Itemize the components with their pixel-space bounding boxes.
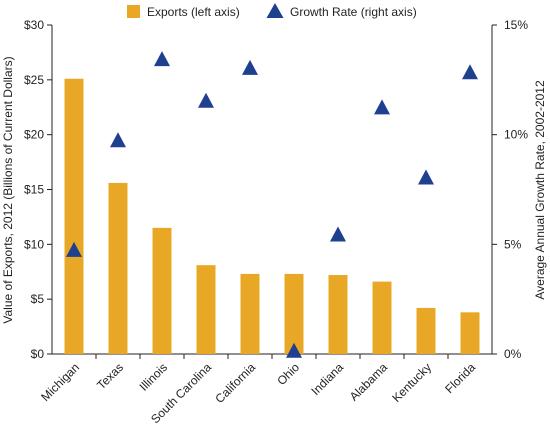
growth-rate-marker <box>110 132 126 148</box>
category-label: Ohio <box>274 360 302 388</box>
right-axis-ticks: 0% 5% 10% 15% <box>492 18 528 361</box>
bars <box>64 78 480 354</box>
growth-rate-marker <box>330 226 346 242</box>
category-label: Florida <box>442 360 478 396</box>
export-bar <box>108 182 128 354</box>
left-tick-label: $30 <box>24 18 44 32</box>
export-bar <box>240 273 260 354</box>
legend-triangle-label: Growth Rate (right axis) <box>290 5 417 19</box>
legend-bar-label: Exports (left axis) <box>147 5 240 19</box>
left-tick-label: $0 <box>31 347 45 361</box>
export-bar <box>284 273 304 354</box>
right-tick-label: 15% <box>504 18 528 32</box>
category-label: Texas <box>94 360 126 392</box>
left-tick-label: $25 <box>24 73 44 87</box>
growth-rate-marker <box>66 241 82 257</box>
export-bar <box>372 281 392 354</box>
growth-markers <box>66 51 478 358</box>
legend-triangle-marker <box>266 3 284 18</box>
export-bar <box>64 78 84 354</box>
right-axis-title: Average Annual Growth Rate, 2002-2012 <box>533 80 547 300</box>
growth-rate-marker <box>198 92 214 108</box>
legend-bar-swatch <box>127 5 140 18</box>
category-label: Illinois <box>137 360 170 393</box>
right-tick-label: 10% <box>504 128 528 142</box>
growth-rate-marker <box>374 99 390 115</box>
growth-rate-marker <box>286 342 302 358</box>
left-axis-title: Value of Exports, 2012 (Billions of Curr… <box>1 56 15 323</box>
category-label: Michigan <box>38 360 82 404</box>
category-label: Indiana <box>308 360 346 398</box>
left-tick-label: $5 <box>31 292 45 306</box>
right-tick-label: 5% <box>504 237 522 251</box>
left-axis-ticks: $0 $5 $10 $15 $20 $25 $30 <box>24 18 52 361</box>
left-tick-label: $20 <box>24 128 44 142</box>
export-bar <box>152 227 172 354</box>
export-bar <box>328 275 348 354</box>
category-label: Alabama <box>347 360 391 404</box>
left-tick-label: $10 <box>24 237 44 251</box>
export-bar <box>416 307 436 354</box>
category-label: California <box>212 360 258 406</box>
growth-rate-marker <box>154 51 170 67</box>
export-bar <box>460 312 480 354</box>
growth-rate-marker <box>418 169 434 185</box>
category-label: Kentucky <box>389 360 434 405</box>
export-bar <box>196 265 216 354</box>
right-tick-label: 0% <box>504 347 522 361</box>
left-tick-label: $15 <box>24 183 44 197</box>
legend: Exports (left axis) Growth Rate (right a… <box>127 3 417 19</box>
growth-rate-marker <box>242 59 258 75</box>
growth-rate-marker <box>462 64 478 80</box>
